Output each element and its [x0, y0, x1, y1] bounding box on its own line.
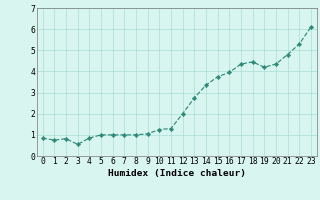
X-axis label: Humidex (Indice chaleur): Humidex (Indice chaleur)	[108, 169, 246, 178]
